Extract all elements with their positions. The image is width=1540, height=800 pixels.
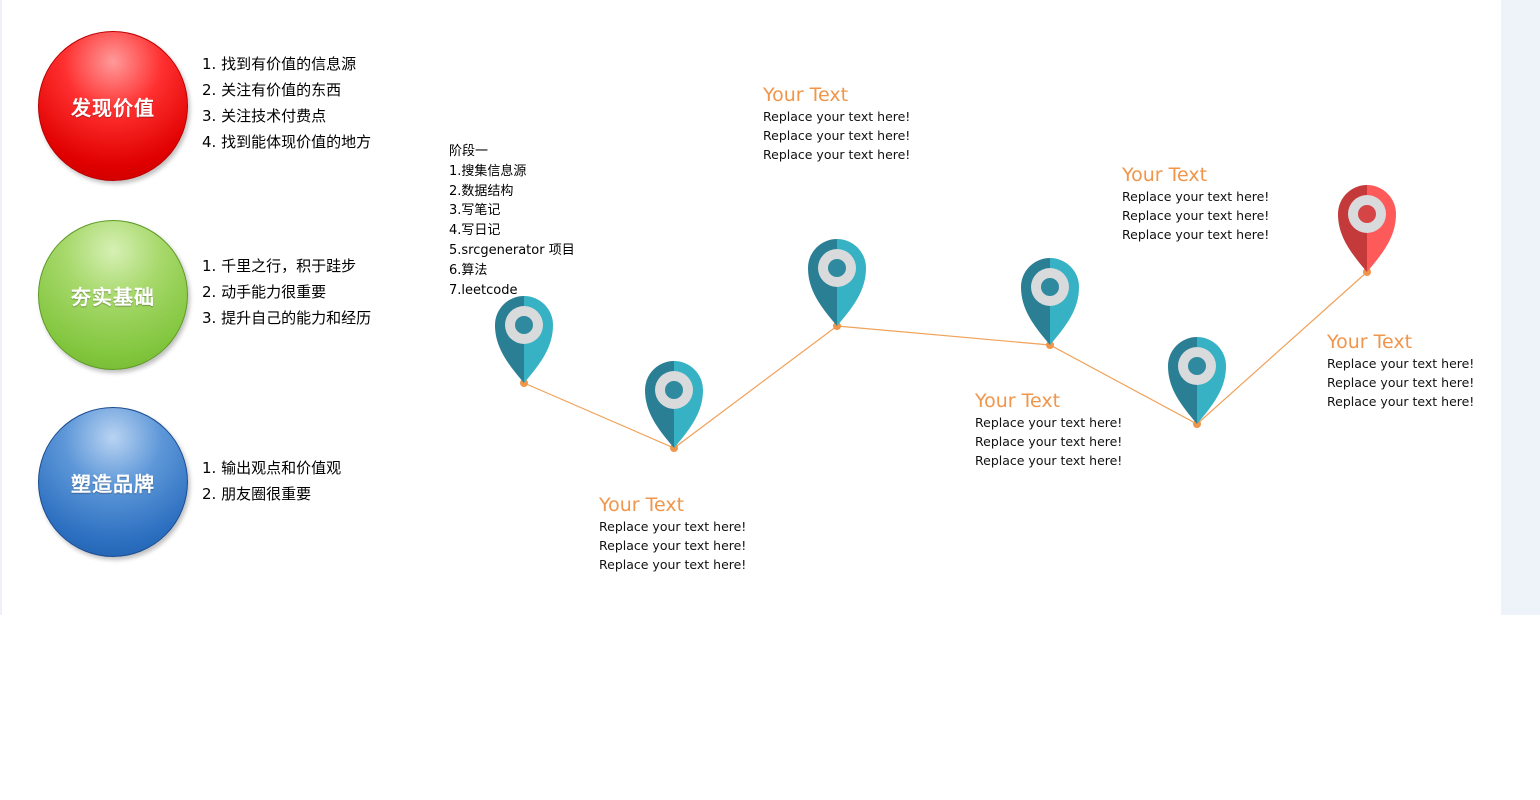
- pillar-circle-discover-value: 发现价值: [38, 31, 188, 181]
- route-dot: [520, 379, 528, 387]
- callout-middle-right: Your Text Replace your text here! Replac…: [975, 389, 1122, 470]
- list-item: 1. 千里之行，积于跬步: [202, 257, 357, 275]
- pillar-label: 发现价值: [71, 95, 155, 120]
- pillar-circle-build-brand: 塑造品牌: [38, 407, 188, 557]
- callout-title: Your Text: [763, 84, 849, 106]
- pillar-circle-solid-foundation: 夯实基础: [38, 220, 188, 370]
- list-item: 4.写日记: [449, 223, 501, 239]
- map-pin-icon: [1168, 337, 1226, 424]
- list-item: 2. 朋友圈很重要: [202, 485, 312, 503]
- pillar-list-discover-value: 1. 找到有价值的信息源 2. 关注有价值的东西 3. 关注技术付费点 4. 找…: [202, 51, 371, 155]
- list-item: 2. 关注有价值的东西: [202, 81, 342, 99]
- list-item: 3.写笔记: [449, 203, 501, 219]
- list-item: 3. 提升自己的能力和经历: [202, 309, 372, 327]
- callout-line: Replace your text here!: [1327, 394, 1475, 409]
- map-pin-icon: [1021, 258, 1079, 345]
- callout-far-right: Your Text Replace your text here! Replac…: [1327, 330, 1474, 411]
- list-item: 1. 输出观点和价值观: [202, 459, 342, 477]
- pillar-label: 夯实基础: [71, 284, 155, 309]
- callout-line: Replace your text here!: [1122, 189, 1270, 204]
- callout-bottom-left: Your Text Replace your text here! Replac…: [599, 493, 746, 574]
- list-item: 4. 找到能体现价值的地方: [202, 133, 372, 151]
- route-dot: [670, 444, 678, 452]
- callout-line: Replace your text here!: [1122, 208, 1270, 223]
- route-dots: [520, 268, 1371, 452]
- list-item: 1.搜集信息源: [449, 163, 527, 179]
- stage-title: 阶段一: [449, 144, 489, 159]
- callout-title: Your Text: [599, 494, 685, 516]
- map-pin-icon: [495, 296, 553, 383]
- list-item: 2.数据结构: [449, 183, 514, 199]
- callout-line: Replace your text here!: [1327, 375, 1475, 390]
- pillar-label: 塑造品牌: [71, 471, 155, 496]
- list-item: 2. 动手能力很重要: [202, 283, 327, 301]
- callout-title: Your Text: [975, 390, 1061, 412]
- route-dot: [1193, 420, 1201, 428]
- callout-line: Replace your text here!: [599, 519, 747, 534]
- callout-top-right: Your Text Replace your text here! Replac…: [1122, 163, 1269, 244]
- callout-line: Replace your text here!: [975, 453, 1123, 468]
- callout-line: Replace your text here!: [763, 147, 911, 162]
- callout-line: Replace your text here!: [599, 538, 747, 553]
- list-item: 5.srcgenerator 项目: [449, 242, 575, 258]
- list-item: 1. 找到有价值的信息源: [202, 55, 357, 73]
- scroll-strip: [1501, 0, 1540, 615]
- list-item: 6.算法: [449, 262, 488, 278]
- roadmap-route: [495, 185, 1396, 452]
- diagram-canvas: [0, 0, 2, 615]
- callout-title: Your Text: [1122, 164, 1208, 186]
- map-pin-icon: [645, 361, 703, 448]
- callout-line: Replace your text here!: [763, 128, 911, 143]
- callout-line: Replace your text here!: [599, 557, 747, 572]
- callout-title: Your Text: [1327, 331, 1413, 353]
- pillar-list-build-brand: 1. 输出观点和价值观 2. 朋友圈很重要: [202, 455, 341, 507]
- callout-line: Replace your text here!: [1122, 227, 1270, 242]
- callout-line: Replace your text here!: [1327, 356, 1475, 371]
- route-dot: [833, 322, 841, 330]
- callout-line: Replace your text here!: [763, 109, 911, 124]
- callout-line: Replace your text here!: [975, 434, 1123, 449]
- map-pin-icon: [808, 239, 866, 326]
- list-item: 3. 关注技术付费点: [202, 107, 327, 125]
- route-dot: [1363, 268, 1371, 276]
- stage-one-list: 阶段一 1.搜集信息源 2.数据结构 3.写笔记 4.写日记 5.srcgene…: [449, 142, 575, 300]
- callout-line: Replace your text here!: [975, 415, 1123, 430]
- route-line: [523, 271, 1368, 449]
- callout-top-center: Your Text Replace your text here! Replac…: [763, 83, 910, 164]
- list-item: 7.leetcode: [449, 282, 518, 298]
- route-dot: [1046, 341, 1054, 349]
- pillar-list-solid-foundation: 1. 千里之行，积于跬步 2. 动手能力很重要 3. 提升自己的能力和经历: [202, 253, 371, 331]
- map-pin-icon: [1338, 185, 1396, 272]
